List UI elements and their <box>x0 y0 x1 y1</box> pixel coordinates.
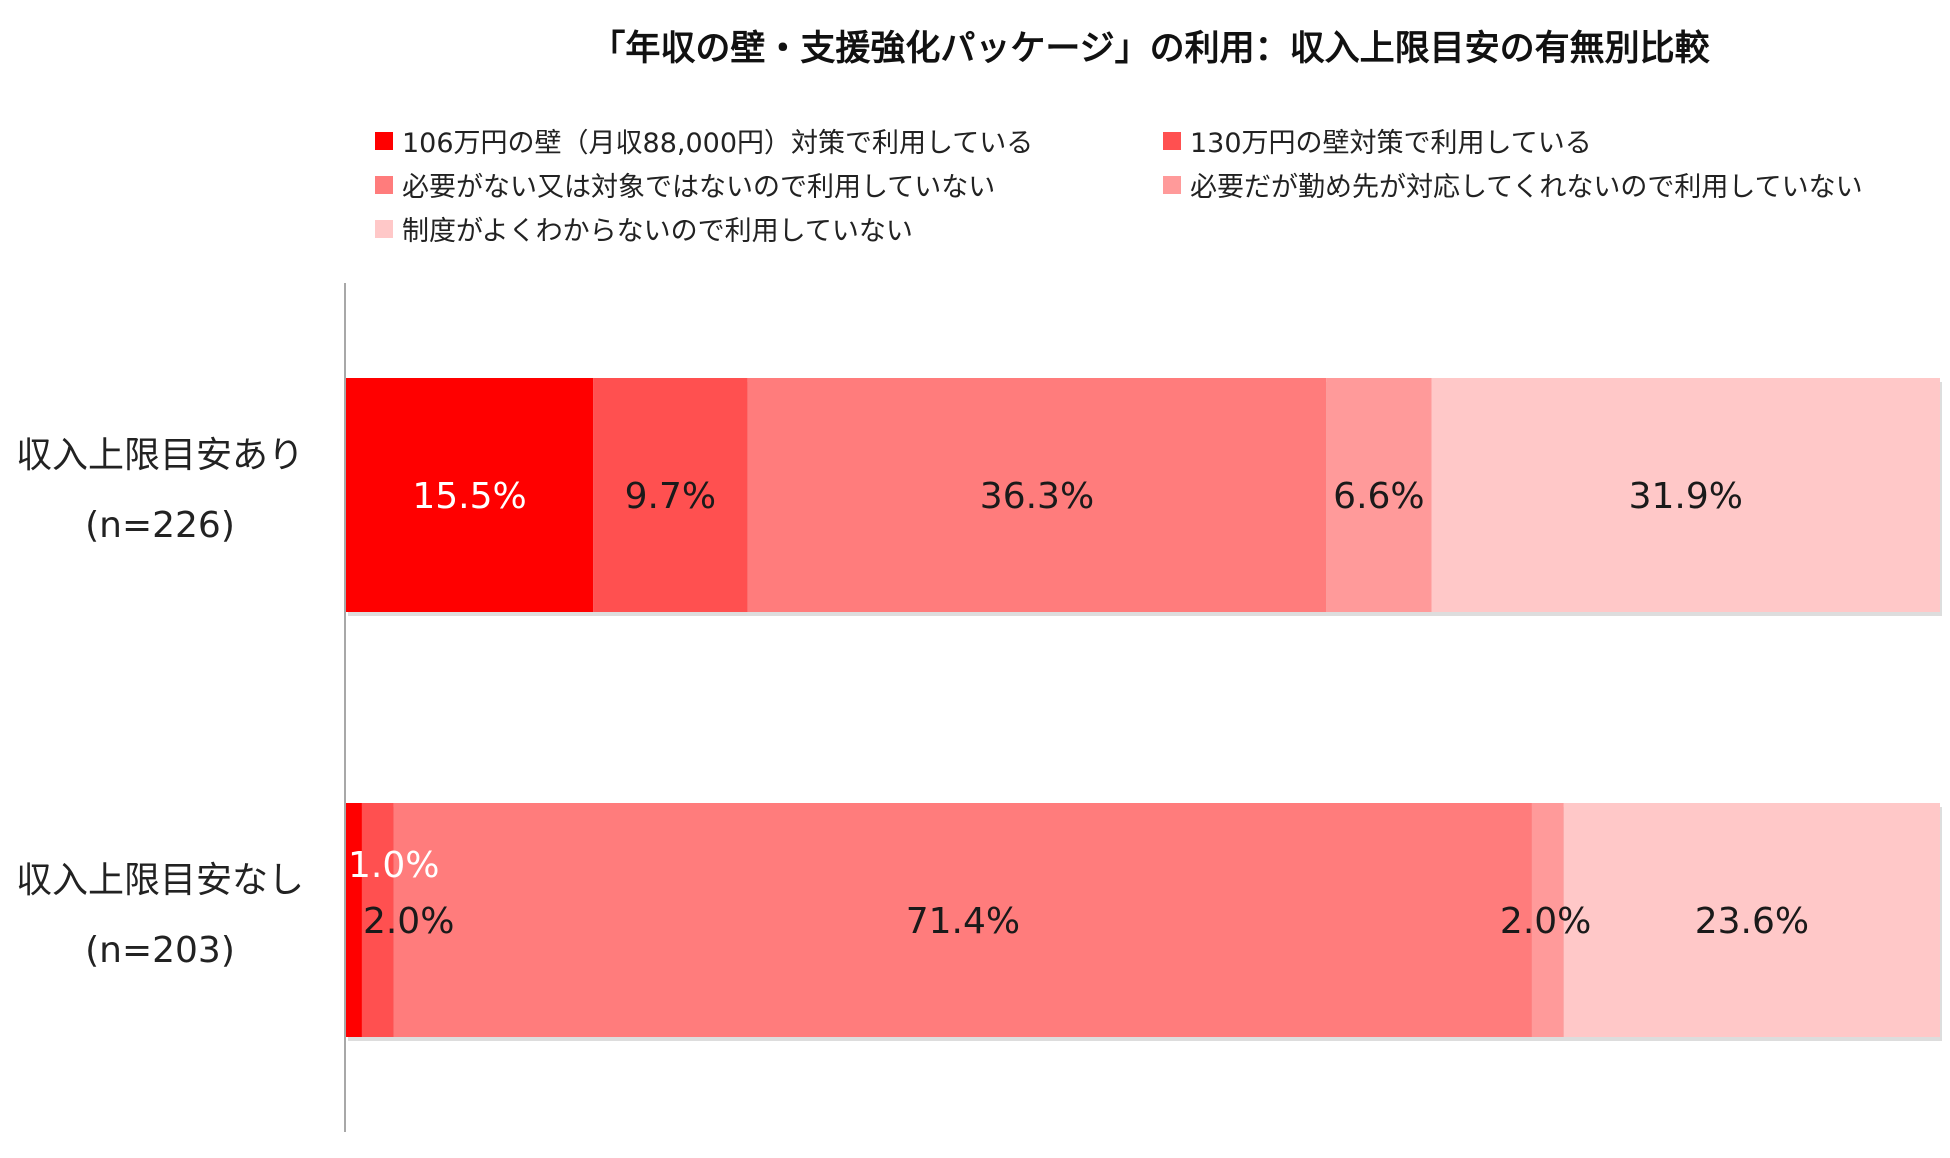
category-n-1: (n=226) <box>85 505 235 546</box>
legend-swatch-3 <box>375 176 393 194</box>
value-label-r2-s3: 71.4% <box>906 901 1020 942</box>
category-labels: 収入上限目安あり (n=226) 収入上限目安なし (n=203) <box>16 435 304 971</box>
bar-segment-r2-s4 <box>1531 803 1564 1037</box>
value-label-r2-s1: 1.0% <box>348 845 439 886</box>
legend-label-2: 130万円の壁対策で利用している <box>1190 128 1592 159</box>
value-label-r2-s5: 23.6% <box>1695 901 1809 942</box>
bar-segment-r2-s3 <box>393 803 1532 1037</box>
legend-swatch-2 <box>1163 132 1181 150</box>
bar-segment-r2-s5 <box>1563 803 1940 1037</box>
category-label-1: 収入上限目安あり <box>16 435 304 476</box>
legend-label-5: 制度がよくわからないので利用していない <box>402 216 913 247</box>
bar-segment-r1-s2 <box>593 378 748 612</box>
legend-label-4: 必要だが勤め先が対応してくれないので利用していない <box>1190 172 1863 203</box>
category-n-2: (n=203) <box>85 930 235 971</box>
bar-segment-r1-s1 <box>346 378 594 612</box>
legend-label-1: 106万円の壁（月収88,000円）対策で利用している <box>402 128 1033 159</box>
value-label-r2-s2: 2.0% <box>363 901 454 942</box>
bar-segment-r1-s5 <box>1431 378 1940 612</box>
legend: 106万円の壁（月収88,000円）対策で利用している 130万円の壁対策で利用し… <box>375 128 1863 247</box>
bar-segment-r1-s3 <box>747 378 1327 612</box>
legend-swatch-5 <box>375 220 393 238</box>
value-label-r2-s4: 2.0% <box>1500 901 1591 942</box>
value-label-r1-s2: 9.7% <box>625 476 716 517</box>
bar-segment-r2-s1 <box>346 803 362 1037</box>
value-label-r1-s5: 31.9% <box>1629 476 1743 517</box>
legend-swatch-4 <box>1163 176 1181 194</box>
value-label-r1-s4: 6.6% <box>1333 476 1424 517</box>
bars <box>346 378 1942 1041</box>
chart-title: 「年収の壁・支援強化パッケージ」の利用：収入上限目安の有無別比較 <box>590 29 1710 69</box>
bar-segment-r2-s2 <box>361 803 394 1037</box>
value-label-r1-s3: 36.3% <box>980 476 1094 517</box>
value-labels: 15.5% 9.7% 36.3% 6.6% 31.9% 1.0% 2.0% 71.4% 2.0%… <box>348 476 1809 942</box>
legend-label-3: 必要がない又は対象ではないので利用していない <box>402 172 995 203</box>
legend-swatch-1 <box>375 132 393 150</box>
bar-segment-r1-s4 <box>1326 378 1432 612</box>
value-label-r1-s1: 15.5% <box>412 476 526 517</box>
category-label-2: 収入上限目安なし <box>16 860 304 901</box>
